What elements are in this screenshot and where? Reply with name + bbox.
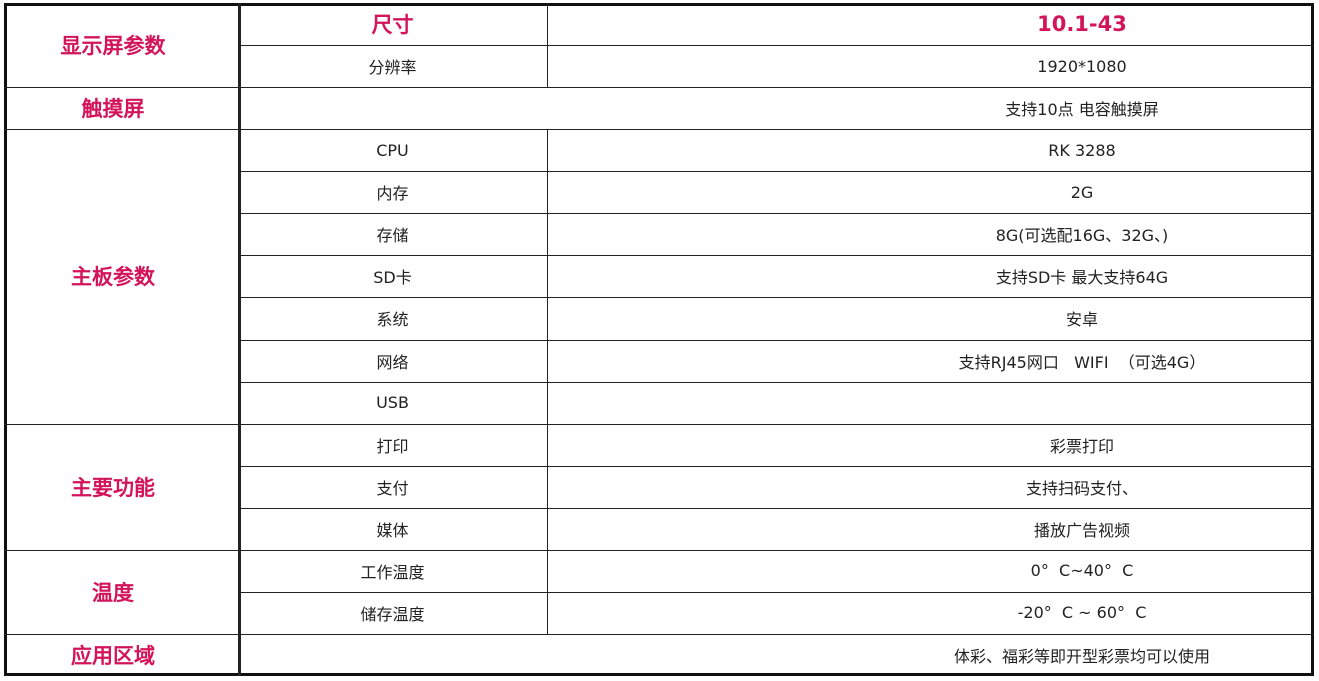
row-divider [238,339,1314,341]
row-name [238,634,547,676]
column-divider [547,213,548,256]
row-divider [238,255,1314,257]
row-value: 支持扫码支付、 [1025,478,1138,498]
row-divider [4,549,1314,551]
column-divider [547,381,548,424]
group-label: 应用区域 [71,643,155,668]
row-value: 0° C~40° C [1030,561,1134,581]
column-divider [547,297,548,340]
row-value: -20° C ~ 60° C [1017,603,1147,623]
row-value: 支持SD卡 最大支持64G [995,268,1169,288]
row-name: 内存 [376,184,409,204]
group-label: 触摸屏 [81,97,145,122]
row-value: 支持10点 电容触摸屏 [1005,100,1159,120]
row-value: 播放广告视频 [1033,520,1130,540]
row-divider [238,297,1314,299]
row-divider [4,129,1314,131]
row-name: 存储 [376,226,409,246]
column-divider [547,171,548,214]
row-name: CPU [376,140,409,160]
row-value: 8G(可选配16G、32G、) [995,226,1169,246]
row-divider [238,171,1314,173]
row-divider [4,87,1314,89]
column-divider [547,255,548,298]
column-divider [547,549,548,592]
row-divider [238,45,1314,47]
row-value: 体彩、福彩等即开型彩票均可以使用 [953,646,1210,666]
group-label: 主要功能 [71,475,155,500]
row-name: SD卡 [373,268,412,288]
row-divider [238,507,1314,509]
row-divider [238,213,1314,215]
row-name: 网络 [376,352,409,372]
column-divider [547,129,548,172]
row-value: 2G [1070,182,1094,202]
row-value: 彩票打印 [1049,436,1114,456]
row-divider [238,591,1314,593]
row-value: 支持RJ45网口 WIFI （可选4G） [958,352,1206,372]
column-divider [547,591,548,634]
row-name: 打印 [376,436,409,456]
row-name: 分辨率 [368,58,417,78]
row-name: 媒体 [376,520,409,540]
column-divider [547,507,548,550]
row-value: RK 3288 [1048,140,1116,160]
group-label: 显示屏参数 [60,34,166,59]
column-divider [547,465,548,508]
row-divider [4,633,1314,635]
row-divider [238,465,1314,467]
column-divider [547,45,548,88]
row-value: 安卓 [1065,310,1098,330]
group-label: 主板参数 [71,265,155,290]
row-divider [238,381,1314,383]
row-name: 工作温度 [360,562,425,582]
row-name: 支付 [376,478,409,498]
column-divider [547,3,548,46]
column-divider [547,423,548,466]
row-value [882,382,1282,424]
group-label: 温度 [92,580,134,605]
column-divider [547,339,548,382]
row-name: USB [376,393,409,413]
row-value: 1920*1080 [1037,56,1127,76]
row-name [238,87,547,129]
row-name: 系统 [376,310,409,330]
row-value: 10.1-43 [1037,12,1127,37]
row-name: 尺寸 [371,13,414,38]
row-divider [4,423,1314,425]
row-name: 储存温度 [360,604,425,624]
column-divider [238,3,241,676]
